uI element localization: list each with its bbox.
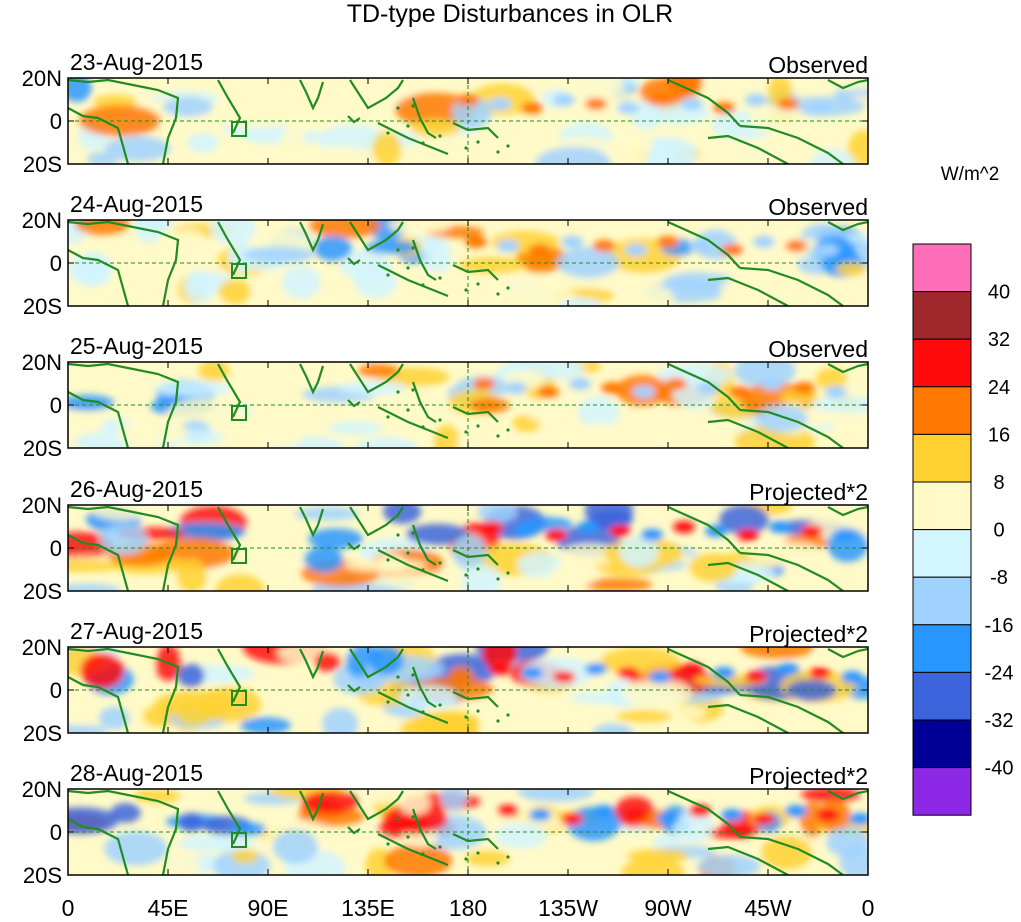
colorbar-swatch	[912, 243, 972, 293]
colorbar-swatch	[912, 767, 972, 816]
lon-label: 45E	[148, 895, 189, 921]
panel-type: Projected*2	[749, 763, 868, 789]
colorbar-swatch	[912, 291, 972, 340]
lon-label: 0	[862, 895, 875, 921]
lat-label: 20N	[22, 208, 62, 233]
olr-field	[68, 362, 868, 448]
panel-date: 25-Aug-2015	[70, 333, 203, 359]
lat-label: 20N	[22, 493, 62, 518]
colorbar-level-label: 16	[988, 424, 1010, 446]
lat-label: 0	[50, 109, 62, 134]
figure-title: TD-type Disturbances in OLR	[347, 0, 674, 28]
lat-label: 0	[50, 251, 62, 276]
lat-label: 20S	[23, 152, 62, 177]
lat-label: 20S	[23, 721, 62, 746]
lat-label: 20N	[22, 66, 62, 91]
colorbar-level-label: 40	[988, 282, 1010, 304]
panel-type: Projected*2	[749, 479, 868, 505]
panel-type: Observed	[768, 52, 868, 78]
colorbar-swatch	[912, 481, 972, 531]
panel-type: Observed	[768, 194, 868, 220]
lon-label: 45W	[744, 895, 792, 921]
olr-field	[68, 220, 868, 306]
panel-type: Projected*2	[749, 621, 868, 647]
colorbar-level-label: 32	[988, 329, 1010, 351]
olr-field	[68, 78, 868, 164]
panel-date: 27-Aug-2015	[70, 618, 203, 644]
colorbar-swatch	[912, 433, 972, 483]
colorbar-swatch	[912, 529, 972, 578]
lon-label: 135W	[538, 895, 598, 921]
lat-label: 20S	[23, 863, 62, 888]
colorbar-units: W/m^2	[941, 164, 1000, 185]
olr-field	[68, 647, 868, 733]
lat-label: 0	[50, 536, 62, 561]
olr-field	[68, 789, 868, 875]
colorbar-level-label: -40	[985, 758, 1014, 780]
lon-label: 135E	[341, 895, 395, 921]
lon-label: 180	[449, 895, 487, 921]
lat-label: 0	[50, 678, 62, 703]
panel-date: 26-Aug-2015	[70, 476, 203, 502]
lat-label: 0	[50, 393, 62, 418]
colorbar-swatch	[912, 576, 972, 626]
panel-type: Observed	[768, 336, 868, 362]
lat-label: 20N	[22, 777, 62, 802]
lat-label: 20S	[23, 579, 62, 604]
colorbar-level-label: -24	[985, 662, 1014, 684]
lat-label: 20S	[23, 294, 62, 319]
colorbar-level-label: 0	[993, 520, 1004, 542]
lat-label: 20S	[23, 436, 62, 461]
lat-label: 20N	[22, 635, 62, 660]
colorbar-level-label: 8	[993, 472, 1004, 494]
lon-label: 90E	[248, 895, 289, 921]
colorbar-level-label: -32	[985, 710, 1014, 732]
colorbar-swatch	[912, 386, 972, 435]
panel-date: 23-Aug-2015	[70, 49, 203, 75]
panels: 23-Aug-2015 Observed 20N 0 20S 24-Aug-2015 Obs…	[22, 49, 869, 888]
colorbar-swatch	[912, 624, 972, 673]
lon-label: 90W	[644, 895, 692, 921]
panel-date: 28-Aug-2015	[70, 760, 203, 786]
lat-label: 0	[50, 820, 62, 845]
colorbar-swatch	[912, 719, 972, 769]
map-panel: 25-Aug-2015 Observed 20N 0 20S	[22, 333, 869, 461]
lat-label: 20N	[22, 350, 62, 375]
map-panel: 28-Aug-2015 Projected*2 20N 0 20S	[22, 760, 869, 888]
map-panel: 23-Aug-2015 Observed 20N 0 20S	[22, 49, 869, 177]
colorbar-swatch	[912, 671, 972, 721]
colorbar-level-label: -16	[985, 615, 1014, 637]
colorbar-level-label: 24	[988, 377, 1010, 399]
colorbar: 40 32 24 16 8 0 -8 -16 -24 -32 -40	[912, 243, 1014, 816]
map-panel: 26-Aug-2015 Projected*2 20N 0 20S	[22, 476, 869, 604]
colorbar-swatch	[912, 338, 972, 388]
map-panel: 24-Aug-2015 Observed 20N 0 20S	[22, 191, 869, 319]
map-panel: 27-Aug-2015 Projected*2 20N 0 20S	[22, 618, 869, 746]
colorbar-level-label: -8	[990, 567, 1008, 589]
olr-field	[68, 505, 868, 591]
longitude-axis: 0 45E 90E 135E 180 135W 90W 45W 0	[62, 895, 875, 921]
panel-date: 24-Aug-2015	[70, 191, 203, 217]
lon-label: 0	[62, 895, 75, 921]
